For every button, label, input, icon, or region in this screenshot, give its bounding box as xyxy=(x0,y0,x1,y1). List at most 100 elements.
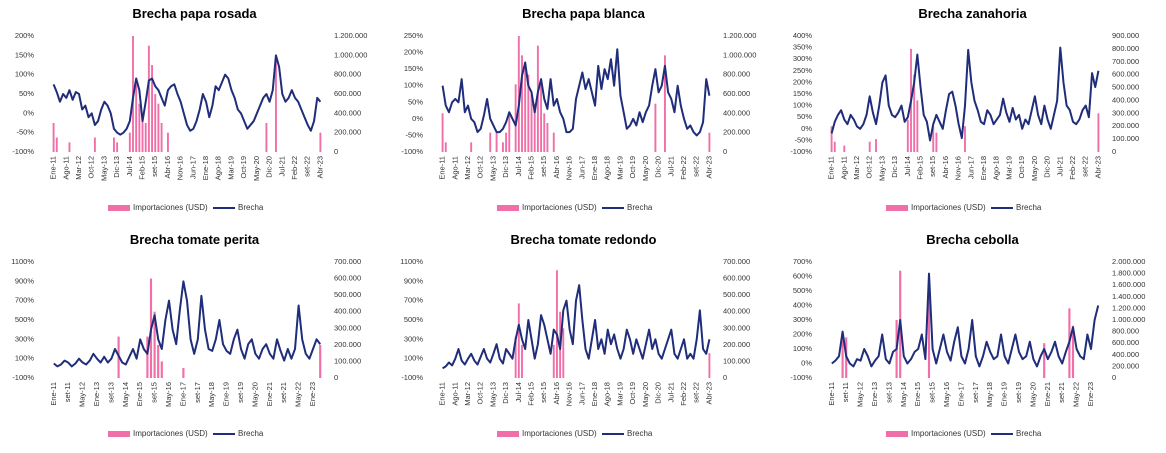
bar xyxy=(530,94,533,152)
x-tick-label: Ene-18 xyxy=(590,156,599,180)
y-tick-label: -100% xyxy=(12,373,34,382)
y-tick-label: 100% xyxy=(15,354,35,363)
x-tick-label: Oct-12 xyxy=(865,156,874,179)
bar xyxy=(841,337,844,378)
y-tick-label: -50% xyxy=(794,135,812,144)
legend-label: Brecha xyxy=(238,429,264,438)
x-tick-label: Oct-12 xyxy=(87,156,96,179)
bar xyxy=(1043,343,1046,378)
x-tick-label: Jul-14 xyxy=(125,156,134,176)
x-tick-label: May-20 xyxy=(252,156,261,181)
x-tick-label: set-19 xyxy=(236,382,245,403)
y2-tick-label: 800.000 xyxy=(1112,327,1139,336)
x-tick-label: Ene-11 xyxy=(827,156,836,180)
x-tick-label: May-20 xyxy=(250,382,259,407)
y-tick-label: 700% xyxy=(404,296,424,305)
y-tick-label: 500% xyxy=(793,286,813,295)
chart-title: Brecha cebolla xyxy=(926,232,1019,247)
x-tick-label: Dic-13 xyxy=(501,156,510,178)
x-tick-label: May-18 xyxy=(207,382,216,407)
x-tick-label: Abr-23 xyxy=(704,382,713,405)
x-tick-label: Feb-15 xyxy=(916,156,925,180)
y2-tick-label: 600.000 xyxy=(334,274,361,283)
y2-tick-label: 1.400.000 xyxy=(1112,292,1145,301)
x-tick-label: Ene-21 xyxy=(1043,382,1052,406)
bar xyxy=(166,132,169,152)
y-tick-label: 500% xyxy=(15,315,35,324)
x-tick-label: Abr-16 xyxy=(552,382,561,405)
y-tick-label: 0% xyxy=(412,114,423,123)
y2-tick-label: 600.000 xyxy=(334,89,361,98)
x-tick-label: set-11 xyxy=(63,382,72,402)
y2-tick-label: 200.000 xyxy=(1112,121,1139,130)
x-tick-label: May-12 xyxy=(78,382,87,407)
y-tick-label: 150% xyxy=(404,64,424,73)
x-tick-label: Ago-11 xyxy=(839,156,848,180)
x-tick-label: Ago-11 xyxy=(450,156,459,180)
x-tick-label: Ago-18 xyxy=(992,156,1001,180)
y2-tick-label: 200.000 xyxy=(723,128,750,137)
y2-tick-label: 600.000 xyxy=(1112,338,1139,347)
x-tick-label: Mar-19 xyxy=(1004,156,1013,180)
x-tick-label: Oct-19 xyxy=(1017,156,1026,179)
x-tick-label: Ene-18 xyxy=(590,382,599,406)
x-tick-label: Jul-14 xyxy=(903,156,912,176)
y2-tick-label: 800.000 xyxy=(1112,44,1139,53)
chart-panel: Brecha papa rosada -100% -50% 0% 50% 100% 150%… xyxy=(12,6,367,212)
x-tick-label: May-22 xyxy=(1072,382,1081,407)
x-tick-label: Ene-23 xyxy=(1086,382,1095,406)
y-tick-label: 900% xyxy=(15,276,35,285)
bar xyxy=(521,55,523,153)
line xyxy=(442,284,711,370)
bar xyxy=(505,132,508,152)
x-tick-label: Jul-21 xyxy=(1055,156,1064,176)
x-tick-label: Ene-15 xyxy=(135,382,144,406)
x-tick-label: Abr-16 xyxy=(163,156,172,179)
bar xyxy=(555,270,558,378)
bar xyxy=(514,336,517,378)
x-tick-label: Mar-19 xyxy=(615,156,624,180)
y2-tick-label: 100.000 xyxy=(723,356,750,365)
bar xyxy=(517,303,520,378)
legend-swatch xyxy=(886,431,908,437)
x-tick-label: set-15 xyxy=(150,156,159,177)
x-tick-label: Ago-18 xyxy=(214,156,223,180)
y-tick-label: 100% xyxy=(404,354,424,363)
x-tick-label: Ene-18 xyxy=(201,156,210,180)
legend-swatch xyxy=(497,205,519,211)
x-tick-label: Ene-21 xyxy=(265,382,274,406)
x-tick-label: Oct-19 xyxy=(239,156,248,179)
x-tick-label: Mar-12 xyxy=(463,156,472,180)
x-tick-label: May-18 xyxy=(985,382,994,407)
y-tick-label: 700% xyxy=(793,257,813,266)
bar xyxy=(93,137,96,152)
legend-swatch xyxy=(497,431,519,437)
y-tick-label: 600% xyxy=(793,271,813,280)
bar xyxy=(935,132,938,152)
x-tick-label: Nov-16 xyxy=(954,156,963,180)
x-tick-label: Nov-16 xyxy=(565,382,574,406)
x-tick-label: set-15 xyxy=(150,382,159,403)
legend-swatch xyxy=(886,205,908,211)
y-tick-label: 200% xyxy=(793,329,813,338)
legend-label: Brecha xyxy=(627,203,653,212)
x-tick-label: set-17 xyxy=(971,382,980,403)
y-tick-label: 150% xyxy=(15,50,35,59)
y2-tick-label: 0 xyxy=(723,373,727,382)
y2-tick-label: 0 xyxy=(723,147,727,156)
x-tick-label: Nov-16 xyxy=(565,156,574,180)
bar xyxy=(160,361,163,378)
x-tick-label: Ene-11 xyxy=(438,156,447,180)
x-tick-label: set-19 xyxy=(1014,382,1023,403)
y-tick-label: 1100% xyxy=(11,257,34,266)
y-tick-label: 300% xyxy=(404,334,424,343)
y2-tick-label: 700.000 xyxy=(334,257,361,266)
bar xyxy=(521,344,523,378)
bar xyxy=(55,137,58,152)
y2-tick-label: 400.000 xyxy=(723,108,750,117)
bar xyxy=(444,142,447,152)
bar xyxy=(135,84,138,152)
bar xyxy=(964,126,966,152)
bar xyxy=(517,36,520,152)
bar xyxy=(527,74,530,152)
